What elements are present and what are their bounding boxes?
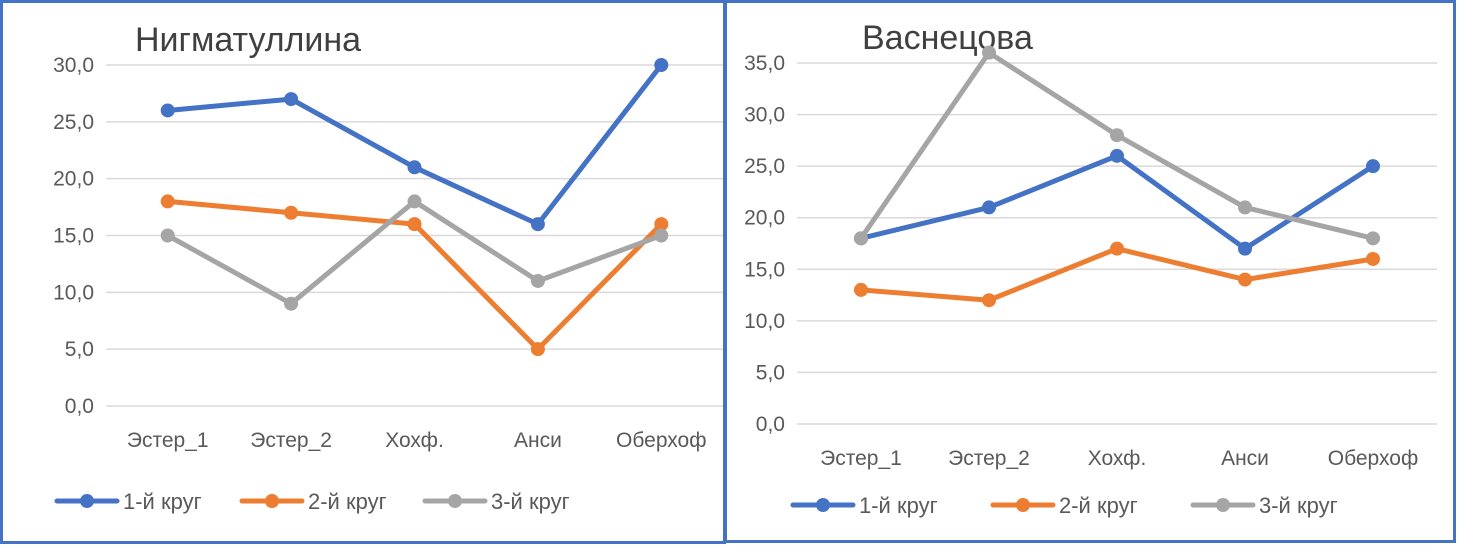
- data-point: [982, 200, 996, 215]
- data-point: [407, 160, 422, 175]
- y-tick-label: 15,0: [744, 258, 785, 281]
- y-tick-label: 30,0: [53, 54, 94, 77]
- x-tick-label: Анси: [514, 429, 562, 452]
- data-point: [530, 342, 545, 357]
- y-tick-label: 25,0: [744, 155, 785, 178]
- series-line: [858, 153, 1376, 252]
- legend-label: 1-й круг: [859, 493, 938, 518]
- data-point: [854, 231, 868, 246]
- y-tick-label: 5,0: [65, 338, 94, 361]
- y-tick-label: 15,0: [53, 225, 94, 248]
- y-tick-label: 10,0: [53, 281, 94, 304]
- data-point: [284, 296, 299, 311]
- data-point: [1238, 241, 1252, 256]
- y-tick-label: 25,0: [53, 111, 94, 134]
- data-point: [530, 273, 545, 288]
- y-tick-label: 20,0: [53, 168, 94, 191]
- x-tick-label: Эстер_2: [948, 447, 1030, 470]
- data-point: [1366, 251, 1380, 266]
- legend-label: 1-й круг: [123, 489, 202, 514]
- x-tick-label: Оберхоф: [1328, 447, 1418, 470]
- y-tick-label: 10,0: [744, 310, 785, 333]
- y-tick-label: 35,0: [744, 52, 785, 75]
- data-point: [654, 58, 669, 72]
- x-tick-label: Оберхоф: [616, 429, 706, 452]
- series-line: [858, 246, 1376, 303]
- x-tick-label: Хохф.: [385, 429, 444, 452]
- legend-marker: [1216, 498, 1230, 512]
- legend-label: 2-й круг: [1059, 493, 1138, 518]
- legend-label: 3-й круг: [491, 489, 570, 514]
- legend-label: 3-й круг: [1259, 493, 1338, 518]
- y-tick-label: 5,0: [756, 361, 785, 384]
- chart-panel-nigmatullina: Нигматуллина 0,0 5,0 10,0 15,0 20,0 25,0 30,0 Эс…: [0, 0, 726, 544]
- x-tick-label: Эстер_1: [820, 447, 902, 470]
- data-point: [1238, 200, 1252, 215]
- line-chart-nigmatullina: Нигматуллина 0,0 5,0 10,0 15,0 20,0 25,0 30,0 Эс…: [53, 21, 723, 514]
- chart-title: Васнецова: [862, 19, 1033, 57]
- data-point: [982, 45, 996, 60]
- x-tick-label: Эстер_1: [127, 429, 209, 452]
- legend-marker: [448, 494, 462, 508]
- y-tick-label: 30,0: [744, 104, 785, 127]
- data-point: [982, 293, 996, 308]
- chart-title: Нигматуллина: [135, 21, 361, 59]
- data-point: [284, 205, 299, 220]
- data-point: [654, 228, 669, 243]
- legend-marker: [80, 494, 94, 508]
- data-point: [1110, 128, 1124, 143]
- x-tick-label: Хохф.: [1088, 447, 1147, 470]
- x-tick-label: Анси: [1221, 447, 1269, 470]
- series-line: [858, 50, 1376, 241]
- y-tick-label: 0,0: [756, 413, 785, 436]
- legend-marker: [265, 494, 279, 508]
- data-point: [1110, 241, 1124, 256]
- y-tick-label: 20,0: [744, 207, 785, 230]
- line-chart-vasnetsova: Васнецова 0,0 5,0 10,0 15,0 20,0 25,0 30,0 35,0 Э…: [744, 19, 1437, 518]
- data-point: [160, 103, 175, 118]
- data-point: [654, 217, 669, 232]
- series-line: [165, 198, 664, 307]
- data-point: [854, 282, 868, 297]
- y-tick-label: 0,0: [65, 395, 94, 418]
- legend-label: 2-й круг: [308, 489, 387, 514]
- data-point: [1366, 231, 1380, 246]
- legend-marker: [1016, 498, 1030, 512]
- data-point: [407, 194, 422, 209]
- x-tick-label: Эстер_2: [250, 429, 332, 452]
- data-point: [1238, 272, 1252, 287]
- data-point: [530, 217, 545, 232]
- data-point: [160, 228, 175, 243]
- legend-marker: [816, 498, 830, 512]
- data-point: [160, 194, 175, 209]
- data-point: [284, 92, 299, 107]
- chart-panel-vasnetsova: Васнецова 0,0 5,0 10,0 15,0 20,0 25,0 30,0 35,0 Э…: [724, 0, 1456, 543]
- data-point: [1366, 159, 1380, 174]
- data-point: [1110, 148, 1124, 163]
- data-point: [407, 217, 422, 232]
